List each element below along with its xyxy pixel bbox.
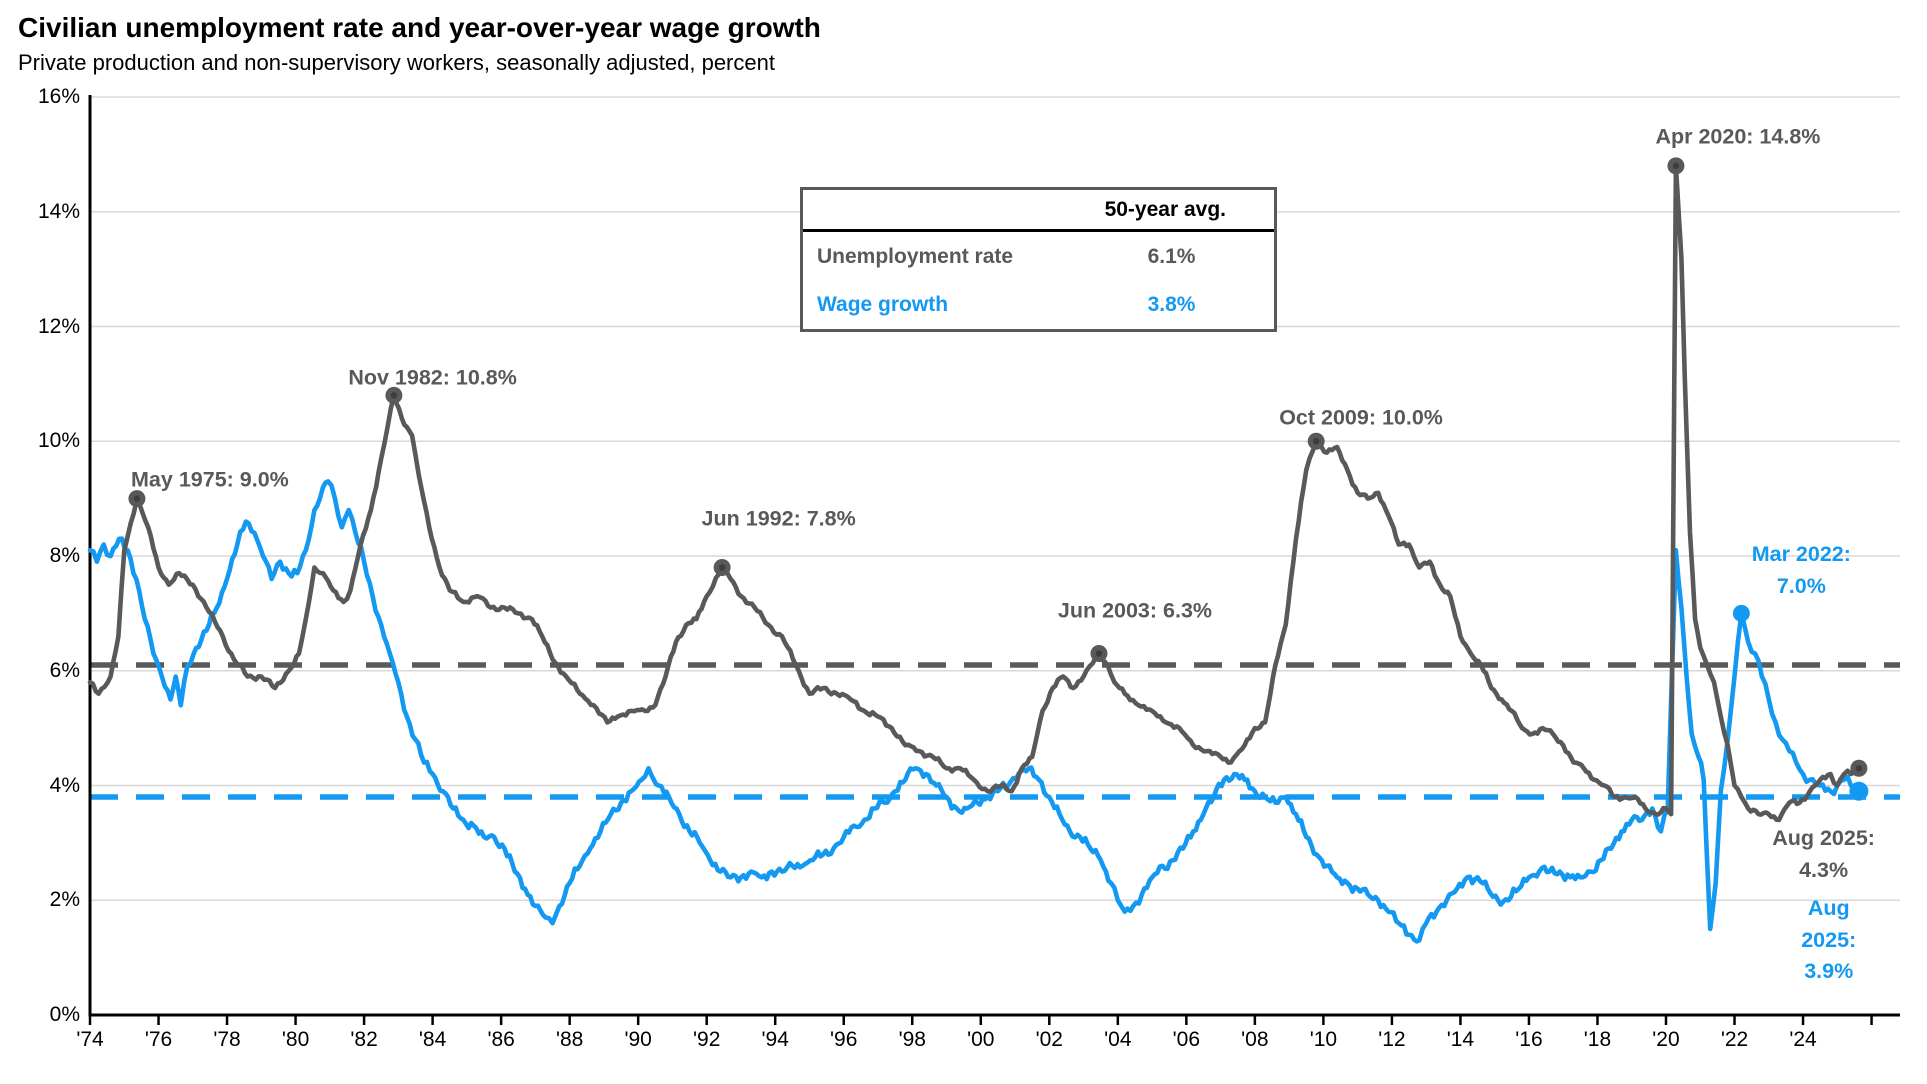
x-tick-label: '92 <box>693 1028 721 1051</box>
x-tick-label: '74 <box>76 1028 104 1051</box>
y-tick-label: 6% <box>49 658 80 682</box>
x-tick-label: '20 <box>1652 1028 1680 1051</box>
y-tick-label: 4% <box>49 773 80 797</box>
y-tick-label: 16% <box>37 85 80 108</box>
unemployment-peak-marker-center <box>1312 438 1320 445</box>
x-tick-label: '98 <box>898 1028 926 1051</box>
x-tick-label: '76 <box>144 1028 173 1051</box>
annotation: Nov 1982: 10.8% <box>348 365 517 390</box>
annotation: Jun 1992: 7.8% <box>701 506 856 531</box>
legend-row-label: Wage growth <box>817 293 949 316</box>
annotation: Apr 2020: 14.8% <box>1655 124 1821 149</box>
annotation: May 1975: 9.0% <box>131 467 289 492</box>
x-tick-label: '16 <box>1515 1028 1543 1051</box>
x-tick-label: '06 <box>1172 1028 1201 1051</box>
wage-peak-marker <box>1732 604 1750 622</box>
x-tick-label: '78 <box>213 1028 241 1051</box>
x-tick-label: '10 <box>1309 1028 1338 1051</box>
page-subtitle: Private production and non-supervisory w… <box>18 50 775 75</box>
annotation: Jun 2003: 6.3% <box>1057 597 1213 622</box>
page-title: Civilian unemployment rate and year-over… <box>18 12 821 43</box>
legend-row-value: 3.8% <box>1147 293 1196 316</box>
legend-row-wage: Wage growth 3.8% <box>803 281 1274 329</box>
legend-header: 50-year avg. <box>803 190 1274 232</box>
y-tick-label: 14% <box>37 199 80 223</box>
x-tick-label: '22 <box>1720 1028 1749 1051</box>
y-tick-label: 10% <box>37 429 80 453</box>
y-tick-label: 12% <box>37 314 80 338</box>
annotation: Aug 2025: 4.3% <box>1772 826 1875 882</box>
x-tick-label: '84 <box>418 1028 447 1051</box>
wage-peak-marker <box>1849 781 1869 801</box>
unemployment-peak-marker-center <box>133 495 141 502</box>
x-tick-label: '18 <box>1583 1028 1612 1051</box>
unemployment-peak-marker-center <box>1672 162 1680 170</box>
x-tick-label: '80 <box>281 1028 310 1051</box>
unemployment-line <box>87 163 1862 823</box>
legend-row-label: Unemployment rate <box>817 244 1014 268</box>
x-tick-label: '82 <box>350 1028 378 1051</box>
unemployment-peak-marker-center <box>1855 765 1863 772</box>
y-tick-label: 8% <box>49 544 80 567</box>
legend-box: 50-year avg. Unemployment rate 6.1% Wage… <box>800 187 1277 332</box>
unemployment-peak-marker-center <box>718 564 726 571</box>
x-tick-label: '90 <box>624 1028 652 1051</box>
legend-row-value: 6.1% <box>1147 244 1196 268</box>
y-tick-label: 0% <box>49 1003 80 1026</box>
x-tick-label: '02 <box>1035 1028 1063 1051</box>
unemployment-peak-marker-center <box>1095 650 1103 657</box>
x-tick-label: '96 <box>830 1028 858 1051</box>
x-tick-label: '94 <box>761 1028 789 1051</box>
annotation: Oct 2009: 10.0% <box>1279 405 1443 430</box>
x-tick-label: '00 <box>967 1028 995 1051</box>
annotation: Aug 2025: 3.9% <box>1801 896 1857 983</box>
annotation: Mar 2022: 7.0% <box>1751 542 1851 598</box>
legend-row-unemployment: Unemployment rate 6.1% <box>803 232 1274 281</box>
x-tick-label: '14 <box>1446 1028 1475 1051</box>
wage-line <box>87 479 1862 944</box>
x-tick-label: '88 <box>555 1028 584 1051</box>
x-tick-label: '12 <box>1378 1028 1406 1051</box>
x-tick-label: '86 <box>487 1028 515 1051</box>
x-tick-label: '04 <box>1104 1028 1132 1051</box>
unemployment-peak-marker-center <box>390 392 398 399</box>
x-tick-label: '08 <box>1241 1028 1269 1051</box>
x-tick-label: '24 <box>1789 1028 1817 1051</box>
y-tick-label: 2% <box>49 888 80 912</box>
